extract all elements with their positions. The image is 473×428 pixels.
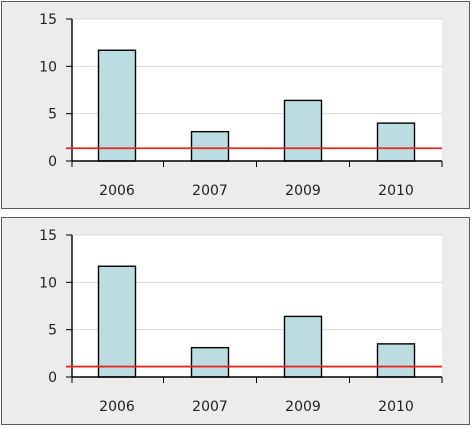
y-tick-label: 15: [39, 12, 57, 28]
x-tick-label: 2010: [378, 399, 414, 415]
bar-2010: [376, 343, 416, 378]
y-tick-label: 0: [48, 154, 57, 170]
y-tick-label: 5: [48, 323, 57, 339]
x-tick-label: 2006: [99, 399, 135, 415]
bar-2009: [283, 99, 323, 162]
x-tick-label: 2007: [192, 399, 228, 415]
bar-2007: [190, 130, 230, 162]
x-tick-label: 2009: [285, 183, 321, 199]
bar-chart-bottom: 0 5 10 15 2006 2007 2009 2010: [39, 228, 443, 415]
bar-2006: [97, 49, 137, 162]
chart-panel-top: 0 5 10 15 2006 2007 2009 2010: [1, 1, 470, 209]
y-tick-label: 10: [39, 59, 57, 75]
y-tick-label: 15: [39, 228, 57, 244]
y-tick-label: 10: [39, 275, 57, 291]
x-tick-label: 2010: [378, 183, 414, 199]
x-tick-label: 2006: [99, 183, 135, 199]
bar-chart-top: 0 5 10 15 2006 2007 2009 2010: [39, 12, 443, 199]
bar-2010: [376, 122, 416, 162]
x-tick-label: 2007: [192, 183, 228, 199]
y-tick-label: 0: [48, 370, 57, 386]
bar-2009: [283, 315, 323, 378]
bar-2006: [97, 265, 137, 378]
chart-panel-bottom: 0 5 10 15 2006 2007 2009 2010: [1, 217, 470, 425]
x-tick-label: 2009: [285, 399, 321, 415]
y-tick-label: 5: [48, 107, 57, 123]
bar-2007: [190, 346, 230, 378]
